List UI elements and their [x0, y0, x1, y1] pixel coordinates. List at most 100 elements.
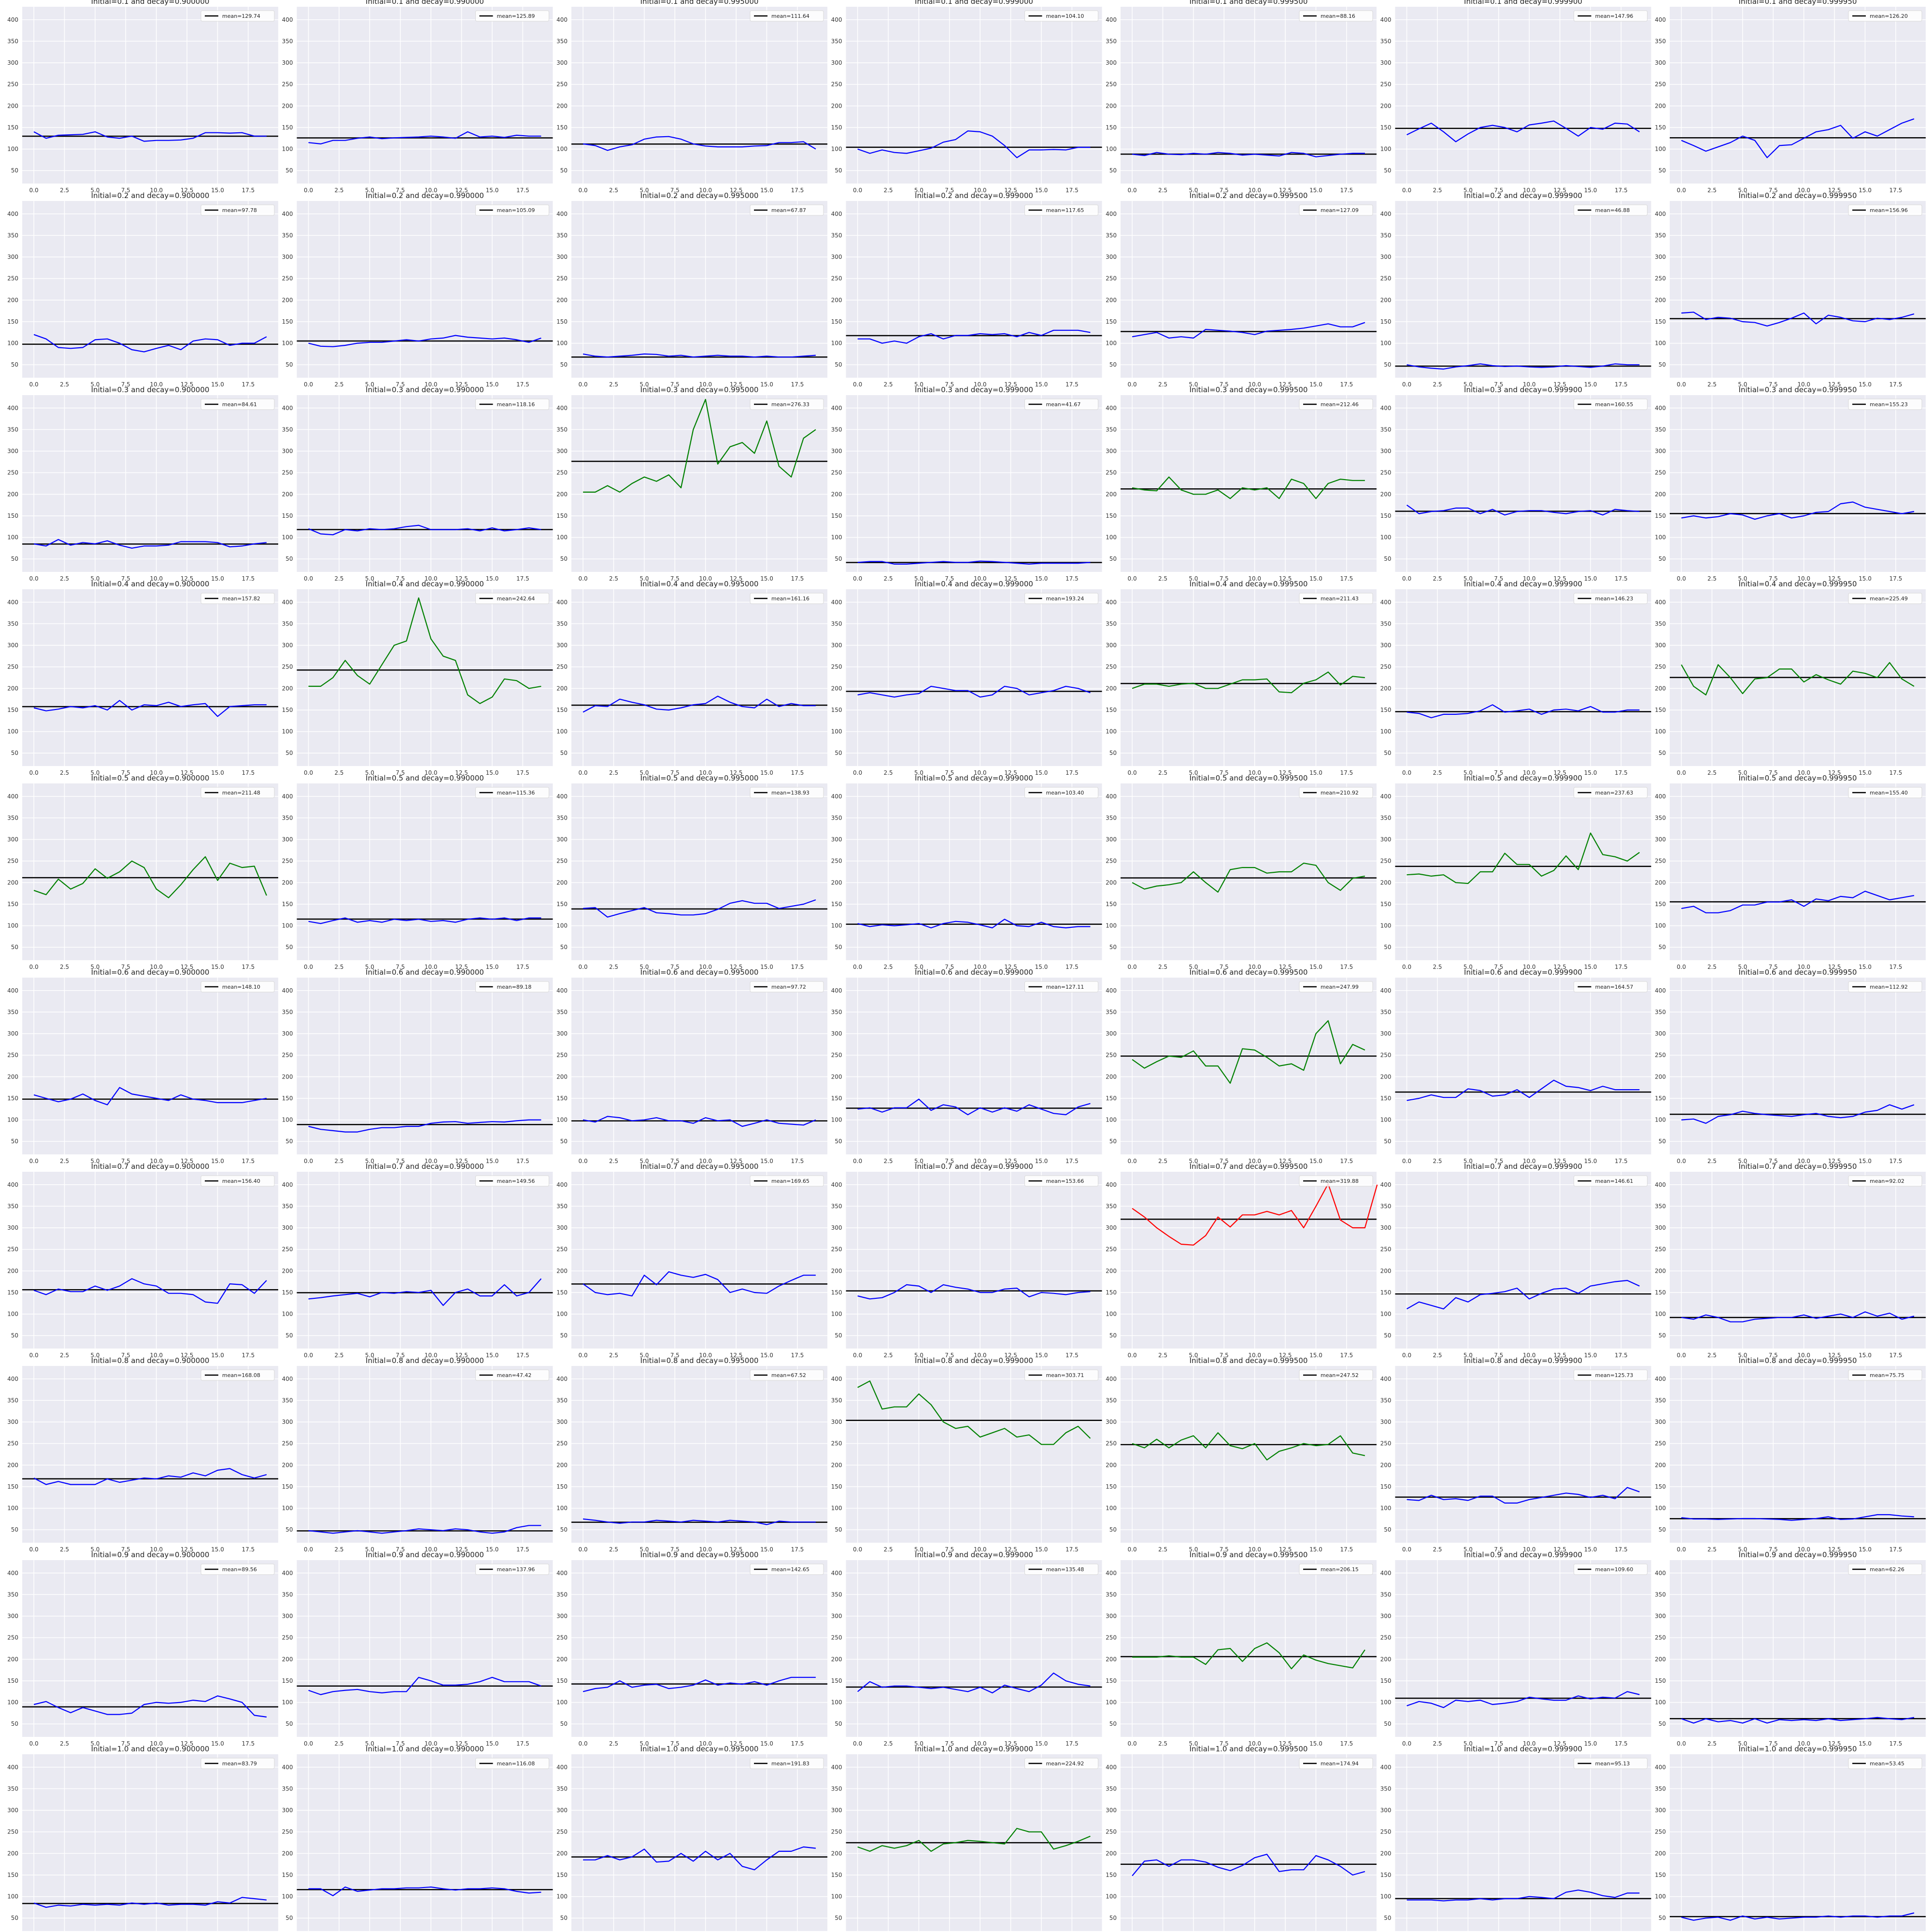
y-tick-label: 150	[556, 1289, 568, 1296]
x-tick-label: 15.0	[1584, 381, 1597, 388]
y-tick-label: 350	[556, 232, 568, 239]
y-tick-label: 350	[1106, 1591, 1117, 1598]
legend-label: mean=88.16	[1321, 13, 1355, 19]
x-tick-label: 12.5	[1004, 769, 1017, 776]
x-tick-label: 0.0	[29, 1352, 39, 1359]
x-tick-label: 5.0	[365, 187, 374, 194]
subplot-title: Initial=0.4 and decay=0.999900	[1464, 580, 1582, 588]
y-tick-label: 150	[282, 707, 293, 713]
y-tick-label: 250	[831, 858, 842, 865]
x-tick-label: 17.5	[242, 964, 255, 970]
y-tick-label: 100	[1655, 1117, 1666, 1123]
x-tick-label: 5.0	[90, 769, 99, 776]
y-tick-label: 100	[831, 340, 842, 347]
y-tick-label: 150	[1380, 512, 1392, 519]
y-tick-label: 50	[1384, 361, 1391, 368]
x-tick-label: 0.0	[579, 1352, 588, 1359]
x-tick-label: 15.0	[760, 575, 773, 582]
x-tick-label: 5.0	[914, 1546, 923, 1553]
series-line	[582, 1518, 816, 1525]
y-tick-label: 300	[1655, 1807, 1666, 1814]
y-tick-label: 200	[831, 1656, 842, 1662]
y-tick-label: 400	[7, 987, 18, 994]
y-tick-label: 200	[831, 1267, 842, 1274]
y-tick-label: 350	[1655, 620, 1666, 627]
y-tick-label: 400	[7, 1181, 18, 1188]
x-tick-label: 15.0	[1035, 1352, 1048, 1359]
x-tick-label: 17.5	[516, 769, 529, 776]
x-tick-label: 7.5	[121, 575, 130, 582]
y-tick-label: 250	[282, 275, 293, 282]
legend-label: mean=135.48	[1046, 1566, 1084, 1573]
x-tick-label: 0.0	[1402, 769, 1411, 776]
x-tick-label: 15.0	[211, 187, 224, 194]
x-tick-label: 2.5	[1433, 187, 1442, 194]
x-tick-label: 5.0	[365, 381, 374, 388]
subplot-title: Initial=0.7 and decay=0.990000	[366, 1162, 484, 1171]
x-tick-label: 5.0	[1738, 187, 1747, 194]
x-tick-label: 15.0	[486, 381, 499, 388]
series-line	[308, 1119, 541, 1133]
x-tick-label: 5.0	[1189, 1158, 1198, 1165]
y-tick-label: 150	[1380, 124, 1392, 131]
x-tick-label: 2.5	[1433, 964, 1442, 970]
plot-area	[1121, 589, 1377, 766]
y-tick-label: 250	[1655, 81, 1666, 88]
x-tick-label: 17.5	[1889, 769, 1903, 776]
legend-label: mean=303.71	[1046, 1372, 1084, 1378]
x-tick-label: 0.0	[853, 1352, 862, 1359]
x-tick-label: 7.5	[945, 769, 954, 776]
y-tick-label: 300	[7, 1807, 18, 1814]
y-tick-label: 200	[1106, 1267, 1117, 1274]
x-tick-label: 5.0	[1738, 1740, 1747, 1747]
x-tick-label: 0.0	[1402, 964, 1411, 970]
x-tick-label: 7.5	[396, 575, 405, 582]
y-tick-label: 250	[282, 81, 293, 88]
y-tick-label: 350	[1106, 1397, 1117, 1404]
subplot: 50 100 150 200 250 300 350 400 0.0 2.5 5.0 7.5 10.0 1…	[7, 1356, 278, 1553]
x-tick-label: 7.5	[1494, 381, 1503, 388]
x-tick-label: 12.5	[1004, 1352, 1017, 1359]
x-tick-label: 15.0	[486, 1158, 499, 1165]
y-tick-label: 400	[7, 1376, 18, 1382]
x-tick-label: 12.5	[1279, 575, 1292, 582]
y-tick-label: 50	[11, 1720, 18, 1727]
y-tick-label: 200	[1655, 1850, 1666, 1857]
subplot-title: Initial=1.0 and decay=0.990000	[366, 1745, 484, 1753]
plot-area	[22, 201, 278, 378]
subplot: 50 100 150 200 250 300 350 400 0.0 2.5 5.0 7.5 10.0 1…	[1655, 1162, 1926, 1359]
subplot-title: Initial=0.5 and decay=0.999950	[1739, 774, 1857, 782]
subplot-title: Initial=1.0 and decay=0.999500	[1190, 1745, 1308, 1753]
x-tick-label: 2.5	[1707, 187, 1717, 194]
subplot-title: Initial=0.6 and decay=0.999000	[915, 968, 1033, 977]
subplot: 50 100 150 200 250 300 350 400 0.0 2.5 5.0 7.5 10.0 1…	[831, 0, 1102, 194]
x-tick-label: 10.0	[1797, 381, 1810, 388]
x-tick-label: 15.0	[486, 1740, 499, 1747]
subplot: 50 100 150 200 250 300 350 400 0.0 2.5 5.0 7.5 10.0 1…	[282, 0, 553, 194]
x-tick-label: 10.0	[425, 575, 438, 582]
plot-area	[1121, 1366, 1377, 1543]
subplot-title: Initial=0.5 and decay=0.999000	[915, 774, 1033, 782]
y-tick-label: 300	[7, 1419, 18, 1425]
subplot-title: Initial=0.7 and decay=0.995000	[640, 1162, 759, 1171]
x-tick-label: 7.5	[670, 769, 680, 776]
y-tick-label: 50	[1384, 167, 1391, 174]
y-tick-label: 50	[1109, 1332, 1117, 1339]
y-tick-label: 350	[556, 426, 568, 433]
x-tick-label: 7.5	[1220, 381, 1229, 388]
x-tick-label: 2.5	[1433, 1740, 1442, 1747]
x-tick-label: 7.5	[1494, 1352, 1503, 1359]
series-line	[857, 919, 1091, 929]
x-tick-label: 17.5	[242, 575, 255, 582]
y-tick-label: 100	[282, 146, 293, 153]
legend	[1299, 1563, 1373, 1575]
x-tick-label: 0.0	[579, 1740, 588, 1747]
x-tick-label: 12.5	[181, 381, 194, 388]
y-tick-label: 100	[556, 146, 568, 153]
x-tick-label: 12.5	[730, 964, 743, 970]
x-tick-label: 12.5	[1553, 769, 1566, 776]
x-tick-label: 12.5	[181, 1158, 194, 1165]
x-tick-label: 2.5	[334, 769, 343, 776]
y-tick-label: 250	[1655, 1052, 1666, 1059]
y-tick-label: 350	[831, 1203, 842, 1209]
